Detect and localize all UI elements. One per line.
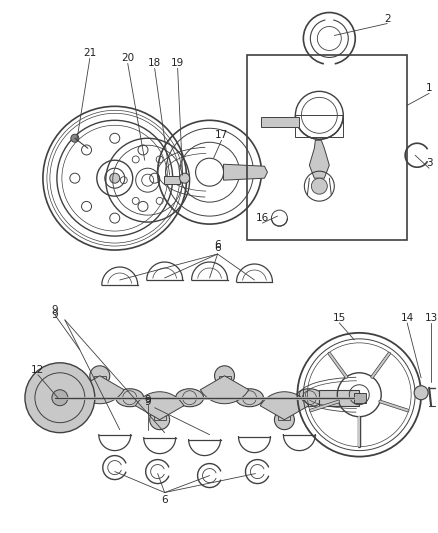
Text: 19: 19 <box>171 59 184 68</box>
Circle shape <box>110 173 120 183</box>
Text: 9: 9 <box>145 397 151 407</box>
Text: 6: 6 <box>161 495 168 505</box>
Text: 2: 2 <box>384 13 391 23</box>
Text: 3: 3 <box>426 158 432 168</box>
Circle shape <box>52 390 68 406</box>
Text: 18: 18 <box>148 59 161 68</box>
Ellipse shape <box>236 389 263 407</box>
Text: 6: 6 <box>214 243 221 253</box>
Bar <box>319 390 359 406</box>
Ellipse shape <box>116 389 144 407</box>
Circle shape <box>90 366 110 386</box>
Bar <box>154 398 166 419</box>
Text: 14: 14 <box>400 313 414 323</box>
Text: 9: 9 <box>145 395 151 405</box>
Ellipse shape <box>295 389 323 407</box>
Wedge shape <box>200 376 249 403</box>
Circle shape <box>180 173 190 183</box>
Wedge shape <box>135 392 184 419</box>
Circle shape <box>150 410 170 430</box>
Bar <box>279 398 290 419</box>
Wedge shape <box>76 376 124 403</box>
Text: 20: 20 <box>121 53 134 63</box>
Polygon shape <box>309 140 329 178</box>
Text: 13: 13 <box>424 313 438 323</box>
Bar <box>261 117 300 127</box>
Text: 9: 9 <box>52 305 58 315</box>
Text: 1: 1 <box>426 83 432 93</box>
Polygon shape <box>223 164 268 180</box>
Bar <box>94 376 106 398</box>
Text: 12: 12 <box>31 365 45 375</box>
Text: 15: 15 <box>333 313 346 323</box>
Text: 9: 9 <box>52 310 58 320</box>
Circle shape <box>215 366 234 386</box>
Circle shape <box>71 134 79 142</box>
Circle shape <box>311 178 327 194</box>
Circle shape <box>414 386 428 400</box>
Bar <box>219 376 230 398</box>
Text: 17: 17 <box>215 130 228 140</box>
Ellipse shape <box>176 389 204 407</box>
Circle shape <box>25 363 95 433</box>
Ellipse shape <box>61 389 89 407</box>
Bar <box>354 393 366 403</box>
Text: 6: 6 <box>214 240 221 250</box>
Text: 21: 21 <box>83 49 96 59</box>
Wedge shape <box>260 392 309 419</box>
Polygon shape <box>164 176 180 184</box>
Circle shape <box>275 410 294 430</box>
Text: 16: 16 <box>256 213 269 223</box>
Bar <box>247 55 407 240</box>
